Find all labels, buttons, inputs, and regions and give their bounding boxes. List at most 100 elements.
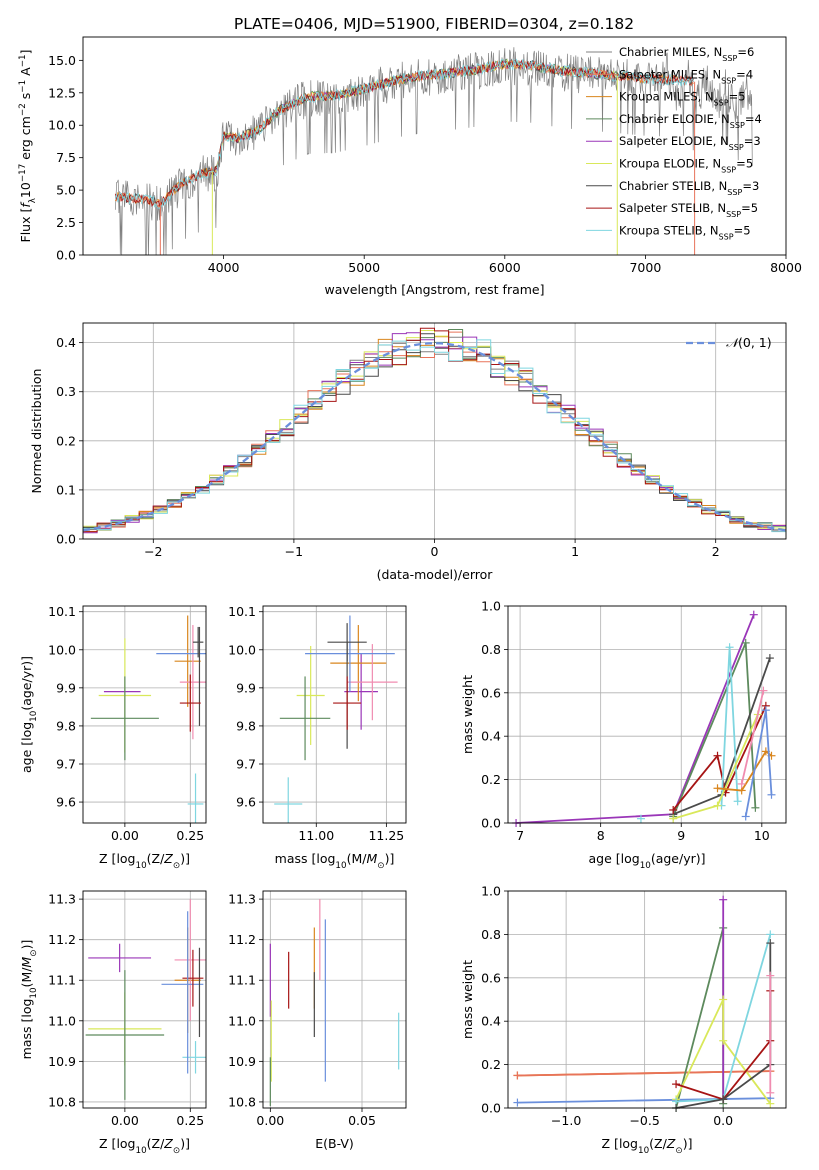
age-vs-mass-errorbar: [333, 676, 362, 730]
age-vs-z-errorbar: [187, 773, 204, 823]
age-vs-mass-y-tick-label: 9.7: [236, 756, 256, 771]
age-vs-z-y-tick-label: 9.7: [56, 756, 76, 771]
legend-label: Salpeter STELIB, NSSP=5: [619, 201, 758, 219]
legend-label: Kroupa STELIB, NSSP=5: [619, 223, 751, 241]
histogram-series: [83, 339, 786, 535]
age-vs-mass-errorbar: [296, 645, 325, 745]
legend-label: Kroupa ELODIE, NSSP=5: [619, 157, 753, 175]
mass-vs-ebv-x-axis-label: E(B-V): [315, 1136, 354, 1151]
mass-vs-ebv-y-tick-label: 11.1: [228, 973, 256, 988]
spectrum-legend-entry: Chabrier ELODIE, NSSP=4: [586, 112, 762, 129]
massweight-vs-age-frame: [507, 605, 787, 824]
spectrum-y-tick-label: 2.5: [56, 215, 76, 230]
residuals-x-tick-label: 0: [431, 544, 439, 559]
massweight-vs-z-point-marker: [513, 1098, 522, 1107]
massweight-vs-z-y-tick-label: 0.4: [481, 1014, 501, 1029]
mass-vs-z-y-tick-label: 11.3: [48, 892, 76, 907]
mass-vs-ebv-grid: [263, 891, 406, 1108]
mass-vs-z-frame: [82, 890, 207, 1109]
massweight-vs-age-point-marker: [725, 643, 734, 652]
residuals-x-tick-label: −2: [144, 544, 162, 559]
massweight-vs-z-point-marker: [719, 1036, 728, 1045]
age-vs-z-y-tick-label: 9.6: [56, 795, 76, 810]
mass-weight-vs-metallicity-chart: −1.0 −0.5 0.0 0.0 0.2 0.4 0.6 0.8 1.0 Z [log10(Z/…: [460, 884, 787, 1156]
massweight-vs-age-point-marker: [636, 814, 645, 823]
age-vs-mass-x-tick-label: 11.00: [298, 828, 334, 843]
massweight-vs-age-point-marker: [713, 801, 722, 810]
age-vs-z-y-tick-label: 9.9: [56, 680, 76, 695]
age-vs-mass-x-axis-label: mass [log10(M/M⊙)]: [275, 851, 395, 871]
residuals-y-tick-label: 0.2: [56, 433, 76, 448]
mass-vs-reddening-chart: 0.00 0.05 10.8 10.9 11.0 11.1 11.2 11.3 E(B-V): [228, 890, 407, 1151]
massweight-vs-age-y-tick-label: 0.8: [481, 642, 501, 657]
massweight-vs-z-series-line: [517, 1097, 771, 1104]
spectrum-x-axis-label: wavelength [Angstrom, rest frame]: [324, 282, 544, 297]
age-vs-mass-errorbar: [305, 615, 395, 692]
age-vs-z-x-tick-label: 0.25: [176, 828, 204, 843]
age-vs-z-errorbar: [90, 676, 159, 761]
spectrum-lines: [114, 47, 753, 255]
legend-label: Chabrier MILES, NSSP=6: [619, 45, 754, 63]
massweight-vs-z-point-marker: [766, 939, 775, 948]
massweight-vs-age-point-marker: [741, 638, 750, 647]
mass-vs-z-y-tick-label: 11.2: [48, 932, 76, 947]
massweight-vs-age-point-marker: [733, 797, 742, 806]
massweight-vs-z-y-tick-label: 0.2: [481, 1057, 501, 1072]
mass-vs-z-errorbar: [182, 1041, 206, 1074]
massweight-vs-age-point-marker: [759, 686, 768, 695]
massweight-vs-age-x-tick-label: 9: [677, 828, 685, 843]
spectrum-legend-entry: Salpeter MILES, NSSP=4: [586, 67, 753, 85]
massweight-vs-age-y-tick-label: 0.6: [481, 685, 501, 700]
mass-vs-z-y-tick-label: 10.8: [48, 1094, 76, 1109]
spectrum-frame: [82, 36, 787, 256]
mass-vs-z-errorbar: [88, 943, 152, 973]
massweight-vs-age-point-marker: [669, 805, 678, 814]
residuals-y-tick-label: 0.1: [56, 482, 76, 497]
age-vs-mass-x-tick-label: 11.25: [368, 828, 404, 843]
spectrum-legend-entry: Kroupa ELODIE, NSSP=5: [586, 157, 753, 175]
massweight-vs-z-series-line: [675, 927, 725, 1109]
residuals-legend: 𝒩(0, 1): [686, 335, 772, 350]
massweight-vs-age-point-marker: [669, 814, 678, 823]
histogram-steps: [83, 327, 786, 535]
figure-title: PLATE=0406, MJD=51900, FIBERID=0304, z=0…: [234, 15, 634, 33]
massweight-vs-z-series: [672, 923, 728, 1112]
massweight-vs-z-point-marker: [719, 895, 728, 904]
age-vs-z-y-tick-label: 10.1: [48, 604, 76, 619]
spectrum-legend-entry: Kroupa STELIB, NSSP=5: [586, 223, 751, 241]
age-vs-z-x-tick-label: 0.00: [111, 828, 139, 843]
legend-label: Salpeter MILES, NSSP=4: [619, 67, 753, 85]
mass-vs-ebv-y-tick-label: 11.0: [228, 1013, 256, 1028]
residuals-frame: [82, 322, 787, 540]
mass-vs-z-errorbar: [182, 949, 204, 1007]
mass-vs-ebv-y-tick-label: 10.9: [228, 1054, 256, 1069]
massweight-vs-z-y-tick-label: 0.0: [481, 1101, 501, 1116]
massweight-vs-age-series-line: [740, 690, 765, 785]
age-vs-mass-frame: [262, 605, 407, 824]
massweight-vs-age-series: [717, 643, 742, 810]
massweight-vs-age-point-marker: [751, 803, 760, 812]
age-vs-z-errorbar: [179, 674, 201, 732]
mass-vs-z-y-tick-label: 11.0: [48, 1013, 76, 1028]
age-vs-mass-errorbar: [279, 676, 331, 761]
residuals-y-axis-label: Normed distribution: [29, 369, 44, 494]
residuals-x-tick-label: −1: [285, 544, 303, 559]
spectrum-legend-entry: Kroupa MILES, NSSP=5: [586, 90, 746, 107]
massweight-vs-age-series: [737, 686, 768, 788]
age-vs-z-errorbar: [192, 626, 204, 658]
age-vs-mass-errorbar: [274, 777, 303, 823]
massweight-vs-z-series-line: [517, 1070, 771, 1077]
massweight-vs-age-series: [741, 706, 776, 821]
mass-vs-z-y-tick-label: 11.1: [48, 973, 76, 988]
massweight-vs-z-x-tick-label: 0.0: [713, 1113, 733, 1128]
spectrum-legend-entry: Chabrier STELIB, NSSP=3: [586, 179, 759, 196]
massweight-vs-z-x-axis-label: Z [log10(Z/Z⊙)]: [602, 1136, 693, 1156]
age-vs-mass-chart: 11.00 11.25 9.6 9.7 9.8 9.9 10.0 10.1 mass [log1…: [228, 604, 407, 871]
massweight-vs-age-x-axis-label: age [log10(age/yr)]: [588, 851, 705, 871]
age-vs-z-errorbar: [174, 615, 201, 707]
massweight-vs-age-x-tick-label: 7: [516, 828, 524, 843]
massweight-vs-age-y-axis-label: mass weight: [460, 675, 475, 754]
spectrum-legend: Chabrier MILES, NSSP=6 Salpeter MILES, NS…: [586, 45, 762, 241]
mass-vs-z-errorbar: [174, 899, 206, 1021]
